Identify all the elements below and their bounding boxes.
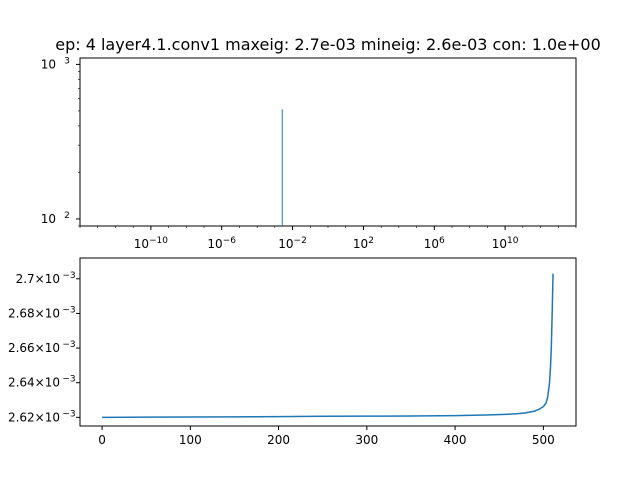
y-tick-exponent-1: −3	[62, 375, 75, 385]
y-tick-label-3: 2.68×10	[8, 306, 60, 320]
y-tick-exponent-2: −3	[62, 340, 75, 350]
y-tick-exponent-1: 3	[64, 56, 70, 66]
line-plot-y-ticks: 2.62×10 −32.64×10 −32.66×10 −32.68×10 −32.7×…	[8, 271, 80, 424]
line-plot-x-ticks: 0 100 200 300 400 500	[98, 426, 555, 447]
histogram-bars	[281, 109, 283, 226]
x-tick-label-4: 400	[444, 433, 467, 447]
x-tick-label-0: 0	[98, 433, 106, 447]
y-tick-exponent-0: 2	[64, 211, 70, 221]
x-tick-label-2: 10−2	[278, 236, 307, 251]
y-tick-exponent-4: −3	[62, 271, 75, 281]
chart-title: ep: 4 layer4.1.conv1 maxeig: 2.7e-03 min…	[55, 35, 601, 54]
y-tick-exponent-3: −3	[62, 305, 75, 315]
y-tick-label-0: 2.62×10	[8, 410, 60, 424]
eigenvalue-line-plot: 0 100 200 300 400 500 2.62×10 −32.64×10 −32.66×…	[8, 257, 577, 447]
y-tick-label-1: 2.64×10	[8, 376, 60, 390]
y-tick-label-2: 2.66×10	[8, 341, 60, 355]
series-line-0	[102, 273, 554, 419]
histogram-bar-0	[281, 109, 283, 226]
x-tick-label-3: 300	[355, 433, 378, 447]
histogram-x-ticks: 10−10 10−6 10−2 102 106 1010	[79, 226, 577, 251]
y-tick-label-4: 2.7×10	[16, 272, 60, 286]
x-tick-label-5: 1010	[492, 236, 519, 251]
x-tick-label-2: 200	[267, 433, 290, 447]
x-tick-label-0: 10−10	[134, 236, 169, 251]
x-tick-label-5: 500	[532, 433, 555, 447]
line-series	[102, 273, 554, 419]
y-tick-exponent-0: −3	[62, 409, 75, 419]
x-tick-label-4: 106	[424, 236, 445, 251]
x-tick-label-1: 10−6	[207, 236, 236, 251]
y-tick-label-0: 10	[41, 212, 56, 226]
x-tick-label-3: 102	[353, 236, 374, 251]
line-plot-frame	[79, 257, 577, 427]
histogram-y-ticks: 10 2 10 3	[41, 56, 80, 227]
y-tick-label-1: 10	[41, 57, 56, 71]
x-tick-label-1: 100	[179, 433, 202, 447]
